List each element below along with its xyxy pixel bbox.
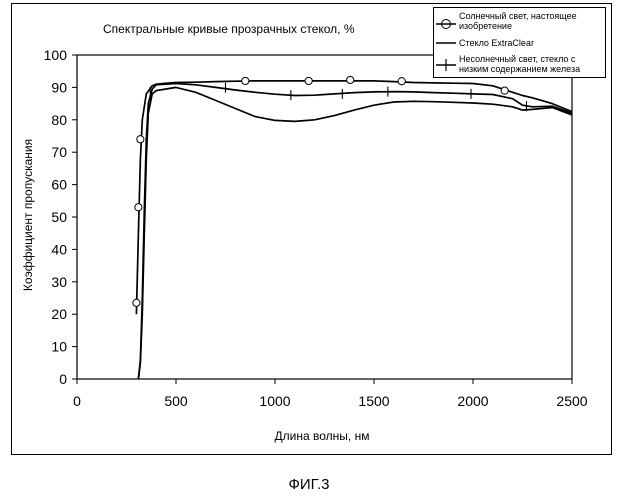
- series-layer: [132, 75, 573, 380]
- circle-data-marker: [346, 75, 355, 85]
- x-tick-label: 500: [164, 393, 188, 409]
- circle-data-marker: [397, 77, 406, 86]
- y-tick-label: 30: [51, 274, 67, 290]
- legend-line-marker-icon: [436, 42, 456, 44]
- circle-data-marker: [136, 135, 145, 144]
- series-line-extraclear: [137, 86, 573, 380]
- y-tick-label: 10: [51, 339, 67, 355]
- y-tick-label: 90: [51, 79, 67, 95]
- figure-caption: ФИГ.3: [288, 476, 330, 493]
- x-tick-label: 2500: [556, 393, 587, 409]
- legend-entry-solar: Солнечный свет, настоящее изобретение: [459, 11, 577, 31]
- legend-entry-extraclear: Стекло ExtraClear: [459, 38, 534, 48]
- legend-circle-marker-icon: [436, 19, 456, 29]
- chart-legend: Солнечный свет, настоящее изобретение Ст…: [433, 7, 606, 78]
- y-tick-label: 100: [44, 47, 68, 63]
- chart-frame: [11, 3, 612, 455]
- circle-data-marker: [304, 76, 313, 86]
- x-tick-label: 1500: [358, 393, 389, 409]
- y-tick-label: 50: [51, 209, 67, 225]
- x-tick-label: 1000: [259, 393, 290, 409]
- series-line-solar: [135, 80, 573, 315]
- y-tick-label: 20: [51, 306, 67, 322]
- x-axis-label: Длина волны, нм: [274, 429, 370, 443]
- plot-area-border: [76, 54, 573, 380]
- x-tick-label: 0: [73, 393, 81, 409]
- chart-title: Спектральные кривые прозрачных стекол, %: [103, 22, 355, 36]
- y-axis-label: Коэффициент пропускания: [21, 138, 35, 292]
- circle-data-marker: [132, 298, 141, 307]
- y-tick-label: 70: [51, 144, 67, 160]
- y-tick-label: 40: [51, 241, 67, 257]
- circle-data-marker: [500, 86, 509, 95]
- y-tick-label: 80: [51, 112, 67, 128]
- circle-data-marker: [241, 76, 250, 86]
- legend-plus-marker-icon: [436, 59, 456, 71]
- y-tick-label: 0: [59, 371, 67, 387]
- series-line-nonsolar: [137, 82, 573, 380]
- circle-data-marker: [134, 203, 143, 212]
- y-tick-label: 60: [51, 177, 67, 193]
- legend-entry-nonsolar: Несолнечный свет, стекло с низким содерж…: [459, 54, 581, 74]
- x-tick-label: 2000: [457, 393, 488, 409]
